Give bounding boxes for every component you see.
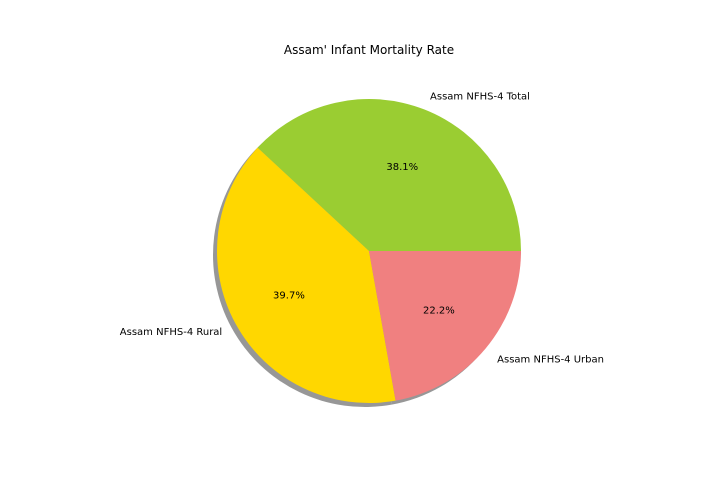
category-label-assam-nfhs-4-rural: Assam NFHS-4 Rural	[120, 327, 222, 338]
category-label-assam-nfhs-4-total: Assam NFHS-4 Total	[430, 91, 530, 102]
chart-title: Assam' Infant Mortality Rate	[284, 43, 454, 57]
slice-assam-nfhs-4-rural	[217, 147, 396, 403]
slice-assam-nfhs-4-total	[257, 99, 521, 251]
percent-label-assam-nfhs-4-rural: 39.7%	[273, 291, 305, 302]
pie-slices	[217, 99, 521, 403]
percent-label-assam-nfhs-4-urban: 22.2%	[423, 306, 455, 317]
category-label-assam-nfhs-4-urban: Assam NFHS-4 Urban	[497, 354, 604, 365]
slice-assam-nfhs-4-urban	[369, 251, 521, 401]
percent-label-assam-nfhs-4-total: 38.1%	[386, 162, 418, 173]
pie-labels: 38.1% Assam NFHS-4 Total 39.7% Assam NFHS-4…	[120, 91, 604, 365]
